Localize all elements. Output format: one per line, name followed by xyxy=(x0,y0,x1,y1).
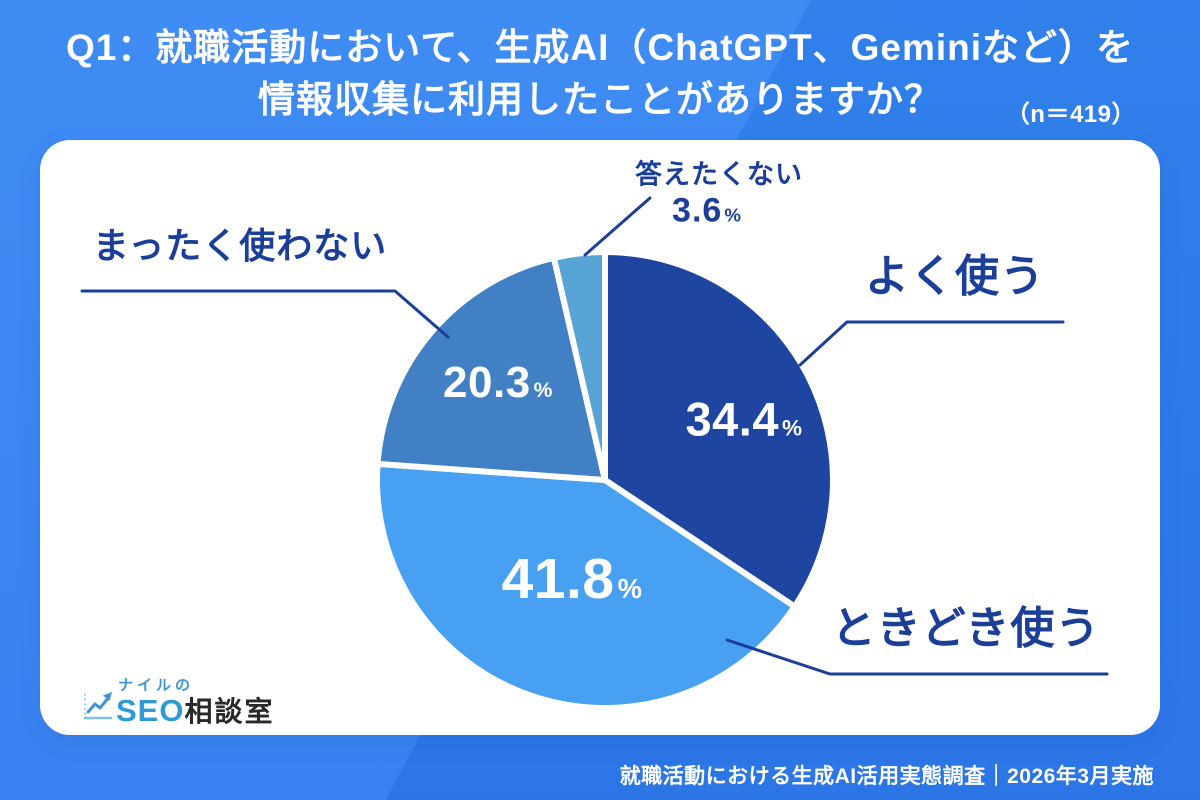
value-label-kotaetakunai: 3.6% xyxy=(672,192,742,231)
callout-mattaku-tsukawanai xyxy=(80,289,450,339)
value-label-tokidoki-tsukau: 41.8% xyxy=(502,546,643,612)
pie-slice-3 xyxy=(550,249,608,483)
callout-yoku-tsukau xyxy=(798,320,1065,367)
page-title: Q1：就職活動において、生成AI（ChatGPT、Geminiなど）を 情報収集… xyxy=(0,22,1200,126)
value-number: 34.4 xyxy=(685,392,779,446)
percent-symbol: % xyxy=(533,379,553,402)
logo-brand-top: ナイルの xyxy=(118,677,195,694)
percent-symbol: % xyxy=(724,204,742,226)
slice-label-tokidoki-tsukau: ときどき使う xyxy=(831,604,1101,653)
footer-caption: 就職活動における生成AI活用実態調査｜2026年3月実施 xyxy=(619,765,1154,788)
percent-symbol: % xyxy=(617,573,643,604)
growth-chart-icon xyxy=(84,692,112,720)
title-line1: Q1：就職活動において、生成AI（ChatGPT、Geminiなど）を xyxy=(65,27,1135,68)
slice-label-yoku-tsukau: よく使う xyxy=(865,252,1045,301)
icon-trend-line xyxy=(86,695,111,714)
callout-kotaetakunai xyxy=(583,196,652,257)
value-label-yoku-tsukau: 34.4% xyxy=(685,392,802,447)
value-number: 20.3 xyxy=(443,358,531,407)
value-label-mattaku-tsukawanai: 20.3% xyxy=(443,358,553,408)
brand-logo: ナイルの SEO相談室 xyxy=(82,670,272,732)
pie-slice-1 xyxy=(374,460,798,711)
value-number: 3.6 xyxy=(672,191,723,230)
value-number: 41.8 xyxy=(501,547,615,611)
title-line2: 情報収集に利用したことがありますか？ xyxy=(258,79,942,120)
sample-size-label: （n＝419） xyxy=(1005,101,1136,128)
percent-symbol: % xyxy=(781,415,803,441)
icon-arrowhead xyxy=(103,692,112,701)
pie-slice-2 xyxy=(374,254,608,483)
callout-tokidoki-tsukau xyxy=(725,638,1109,676)
logo-brand-row: SEO相談室 xyxy=(116,690,274,730)
slice-label-mattaku-tsukawanai: まったく使わない xyxy=(92,225,388,266)
slice-label-kotaetakunai: 答えたくない xyxy=(635,159,803,190)
logo-brand-rest: 相談室 xyxy=(184,696,275,727)
logo-brand-seo: SEO xyxy=(116,693,185,728)
